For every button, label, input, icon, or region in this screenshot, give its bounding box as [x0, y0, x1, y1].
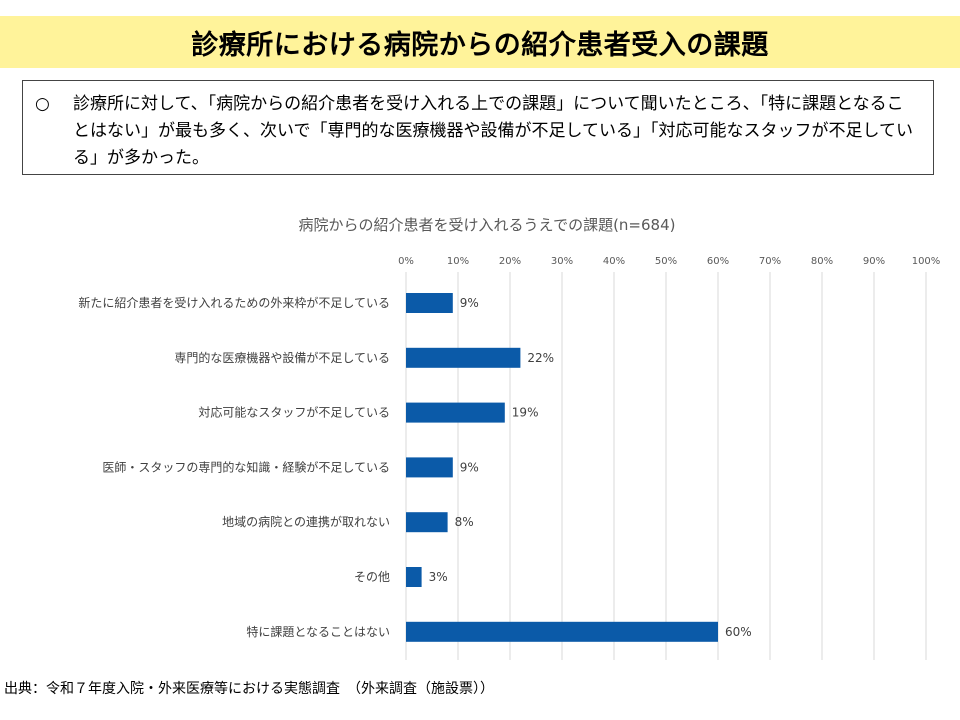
category-label: 地域の病院との連携が取れない — [222, 514, 390, 529]
bar-chart: 病院からの紹介患者を受け入れるうえでの課題(n=684) 0% 10% 20% 30% 4… — [78, 216, 941, 660]
x-tick-label: 80% — [811, 256, 833, 267]
bar — [406, 293, 453, 313]
source-note: 出典：令和７年度入院・外来医療等における実態調査 （外来調査（施設票）） — [4, 681, 494, 697]
x-tick-label: 50% — [655, 256, 677, 267]
data-label: 3% — [429, 570, 448, 584]
x-tick-label: 0% — [398, 256, 414, 267]
category-label: 対応可能なスタッフが不足している — [198, 405, 390, 420]
x-tick-label: 100% — [912, 256, 941, 267]
category-label: 医師・スタッフの専門的な知識・経験が不足している — [102, 459, 390, 474]
chart-title: 病院からの紹介患者を受け入れるうえでの課題(n=684) — [299, 216, 676, 234]
summary-box: ○ 診療所に対して、「病院からの紹介患者を受け入れる上での課題」について聞いたと… — [22, 80, 934, 175]
bar — [406, 402, 505, 423]
summary-bullet: ○ — [35, 94, 50, 114]
bar — [406, 347, 521, 368]
x-tick-label: 30% — [551, 256, 573, 267]
bar — [406, 512, 448, 533]
data-label: 19% — [512, 406, 539, 420]
x-tick-label: 60% — [707, 256, 729, 267]
bar — [406, 567, 422, 587]
data-label: 22% — [527, 351, 554, 365]
data-label: 8% — [455, 515, 474, 529]
category-label: 専門的な医療機器や設備が不足している — [174, 350, 390, 365]
x-tick-label: 20% — [499, 256, 521, 267]
category-label: 新たに紹介患者を受け入れるための外来枠が不足している — [78, 295, 390, 310]
data-label: 9% — [460, 296, 479, 310]
bar — [406, 457, 453, 478]
data-label: 9% — [460, 460, 479, 474]
category-label: その他 — [354, 570, 390, 584]
summary-text: 診療所に対して、「病院からの紹介患者を受け入れる上での課題」について聞いたところ… — [73, 94, 913, 168]
category-label: 特に課題となることはない — [246, 624, 390, 639]
x-tick-label: 40% — [603, 256, 625, 267]
page-title: 診療所における病院からの紹介患者受入の課題 — [191, 29, 769, 61]
data-label: 60% — [725, 625, 752, 639]
bar — [406, 621, 718, 642]
title-banner: 診療所における病院からの紹介患者受入の課題 — [0, 16, 960, 68]
x-tick-label: 10% — [447, 256, 469, 267]
x-tick-label: 70% — [759, 256, 781, 267]
x-tick-label: 90% — [863, 256, 885, 267]
